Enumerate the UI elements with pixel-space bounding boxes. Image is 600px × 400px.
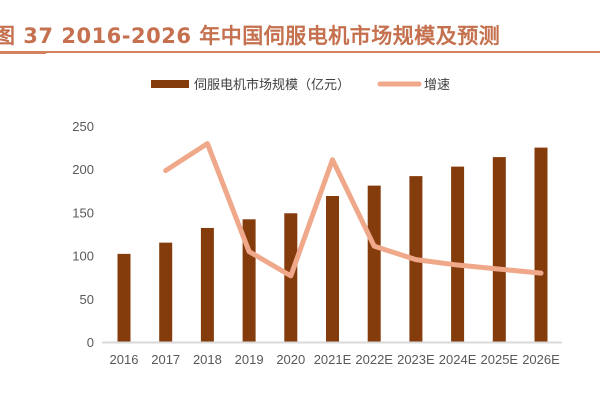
growth-line <box>163 141 544 279</box>
legend-swatch-bar <box>151 80 189 88</box>
x-tick-label: 2016 <box>110 352 139 367</box>
chart-title: 图 37 2016-2026 年中国伺服电机市场规模及预测 <box>0 24 501 48</box>
y-tick-label: 50 <box>80 292 94 307</box>
bar-2024E <box>451 166 465 342</box>
legend-label-line: 增速 <box>424 78 450 93</box>
bar-2021E <box>326 195 339 342</box>
y-tick-label: 150 <box>72 205 94 220</box>
x-tick-label: 2019 <box>235 352 264 367</box>
title-underline-accent <box>0 51 46 54</box>
x-tick-label: 2022E <box>355 352 393 367</box>
x-tick-label: 2026E <box>522 352 560 367</box>
title-underline <box>0 51 600 53</box>
bar-2026E <box>534 147 548 342</box>
x-tick-label: 2021E <box>314 352 352 367</box>
bar-2018 <box>200 227 214 342</box>
bar-2017 <box>159 242 173 342</box>
y-tick-label: 0 <box>87 335 94 350</box>
y-tick-label: 200 <box>72 162 94 177</box>
bar-2022E <box>367 185 381 342</box>
x-tick-label: 2023E <box>397 352 435 367</box>
x-tick-label: 2025E <box>481 352 519 367</box>
y-tick-label: 100 <box>72 249 94 264</box>
x-tick-label: 2018 <box>193 352 222 367</box>
legend: 伺服电机市场规模（亿元） 增速 <box>151 77 450 93</box>
bar-2025E <box>492 157 506 342</box>
bar-2016 <box>117 253 131 342</box>
legend-label-bar: 伺服电机市场规模（亿元） <box>194 77 350 93</box>
x-tick-label: 2017 <box>151 352 180 367</box>
x-tick-label: 2020 <box>276 352 305 367</box>
x-tick-label: 2024E <box>439 352 477 367</box>
y-tick-label: 250 <box>72 119 94 134</box>
